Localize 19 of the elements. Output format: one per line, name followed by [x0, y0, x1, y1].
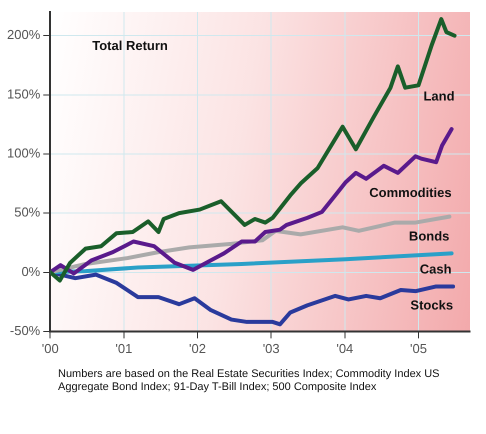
- series-label: Land: [423, 88, 455, 104]
- series-label: Cash: [420, 261, 452, 276]
- text: Numbers are based on the Real Estate Securities Index; Commodity Index US Aggregate Bond Index; 91-Day T-Bill Index; 500 Composite Index: [58, 368, 441, 394]
- y-tick-label: 150%: [7, 86, 41, 102]
- y-tick-label: 200%: [7, 27, 41, 42]
- y-tick-label: -50%: [10, 322, 41, 338]
- y-tick-label: 100%: [7, 146, 41, 161]
- y-tick-label: 50%: [14, 204, 41, 220]
- x-tick-label: '01: [115, 340, 132, 356]
- x-tick-label: '00: [42, 340, 59, 356]
- x-tick-label: '04: [336, 340, 354, 356]
- text: Total Return: [92, 38, 168, 54]
- series-label: Bonds: [408, 228, 450, 244]
- series-label: Commodities: [369, 184, 452, 200]
- x-tick-label: '05: [410, 340, 427, 356]
- x-tick-label: '02: [189, 340, 206, 356]
- y-tick-label: 0%: [21, 264, 41, 279]
- x-tick-label: '03: [262, 340, 280, 356]
- series-label: Stocks: [410, 297, 454, 312]
